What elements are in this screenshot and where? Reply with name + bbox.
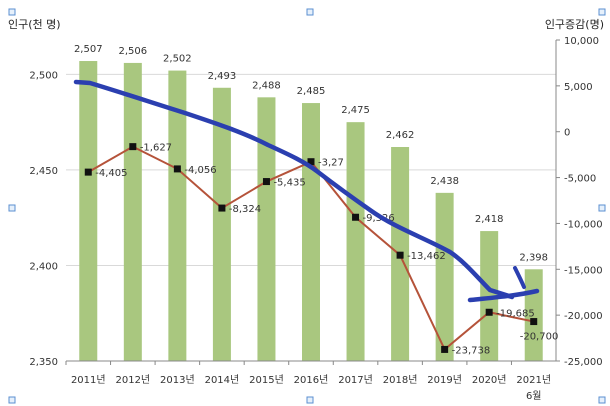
selection-handle xyxy=(306,8,314,16)
selection-handles xyxy=(8,8,606,404)
bar-value-label: 2,398 xyxy=(519,252,548,263)
line-marker xyxy=(441,345,449,353)
line-value-label: -5,435 xyxy=(273,178,305,189)
x-tick-label: 2013년 xyxy=(160,374,195,386)
x-tick-label: 2021년 xyxy=(516,374,551,386)
selection-handle xyxy=(598,8,606,16)
bar-population xyxy=(212,87,231,362)
right-tick-label: 0 xyxy=(564,128,570,139)
line-marker xyxy=(173,165,181,173)
left-tick-label: 2,450 xyxy=(29,166,58,177)
bar-value-label: 2,475 xyxy=(341,105,370,116)
bar-population xyxy=(79,61,98,362)
right-tick-label: -25,000 xyxy=(564,357,603,368)
bar-value-label: 2,462 xyxy=(386,130,415,141)
line-marker xyxy=(129,143,137,151)
selection-handle xyxy=(306,396,314,404)
selection-handle xyxy=(8,396,16,404)
right-tick-label: 10,000 xyxy=(564,36,599,47)
x-tick-label: 2020년 xyxy=(472,374,507,386)
bar-value-label: 2,488 xyxy=(252,80,281,91)
x-tick-label: 2014년 xyxy=(205,374,240,386)
bar-value-label: 2,502 xyxy=(163,54,192,65)
line-value-label: -3,27 xyxy=(318,158,344,169)
line-marker xyxy=(352,213,360,221)
bar-value-label: 2,418 xyxy=(475,214,504,225)
right-axis-title: 인구증감(명) xyxy=(545,18,604,31)
right-tick-label: -20,000 xyxy=(564,311,603,322)
left-axis-title: 인구(천 명) xyxy=(8,17,61,31)
bar-value-label: 2,485 xyxy=(297,86,326,97)
line-value-label: -1,627 xyxy=(140,143,172,154)
selection-handle xyxy=(598,204,606,212)
x-tick-label: 2019년 xyxy=(427,374,462,386)
bar-population xyxy=(123,62,142,362)
bar-value-label: 2,507 xyxy=(74,44,103,55)
selection-handle xyxy=(598,396,606,404)
line-marker xyxy=(262,178,270,186)
left-tick-label: 2,400 xyxy=(29,261,58,272)
x-tick-sublabel: 6월 xyxy=(526,390,542,402)
x-tick-label: 2015년 xyxy=(249,374,284,386)
line-value-label: -4,056 xyxy=(184,165,216,176)
line-value-label: -4,405 xyxy=(95,168,127,179)
right-tick-label: -5,000 xyxy=(564,174,596,185)
x-tick-label: 2016년 xyxy=(294,374,329,386)
line-value-label: -8,324 xyxy=(229,204,261,215)
bar-value-label: 2,506 xyxy=(118,46,147,57)
line-marker xyxy=(307,158,315,166)
left-tick-label: 2,350 xyxy=(29,357,58,368)
selection-handle xyxy=(8,8,16,16)
x-tick-label: 2017년 xyxy=(338,374,373,386)
right-tick-label: 5,000 xyxy=(564,82,593,93)
line-value-label: -13,462 xyxy=(407,251,446,262)
bar-population xyxy=(346,122,365,362)
line-marker xyxy=(396,251,404,259)
hand-drawn-trend-arrow xyxy=(73,79,540,303)
line-value-label: -23,738 xyxy=(452,345,491,356)
selection-handle xyxy=(8,204,16,212)
left-tick-label: 2,500 xyxy=(29,70,58,81)
x-tick-label: 2011년 xyxy=(71,374,106,386)
bar-population xyxy=(435,192,454,361)
right-tick-label: -15,000 xyxy=(564,265,603,276)
right-tick-label: -10,000 xyxy=(564,219,603,230)
line-value-label: -19,685 xyxy=(496,308,535,319)
x-tick-label: 2018년 xyxy=(383,374,418,386)
line-marker xyxy=(530,318,538,326)
bar-value-label: 2,493 xyxy=(208,71,237,82)
bar-population xyxy=(257,97,276,362)
line-value-label: -9,326 xyxy=(363,213,395,224)
line-marker xyxy=(84,168,92,176)
bar-population xyxy=(302,103,320,361)
bar-population xyxy=(168,70,187,362)
x-tick-label: 2012년 xyxy=(115,374,150,386)
line-marker xyxy=(218,204,226,212)
bar-value-label: 2,438 xyxy=(430,176,459,187)
line-value-label: -20,700 xyxy=(520,332,559,343)
line-marker xyxy=(485,308,493,316)
